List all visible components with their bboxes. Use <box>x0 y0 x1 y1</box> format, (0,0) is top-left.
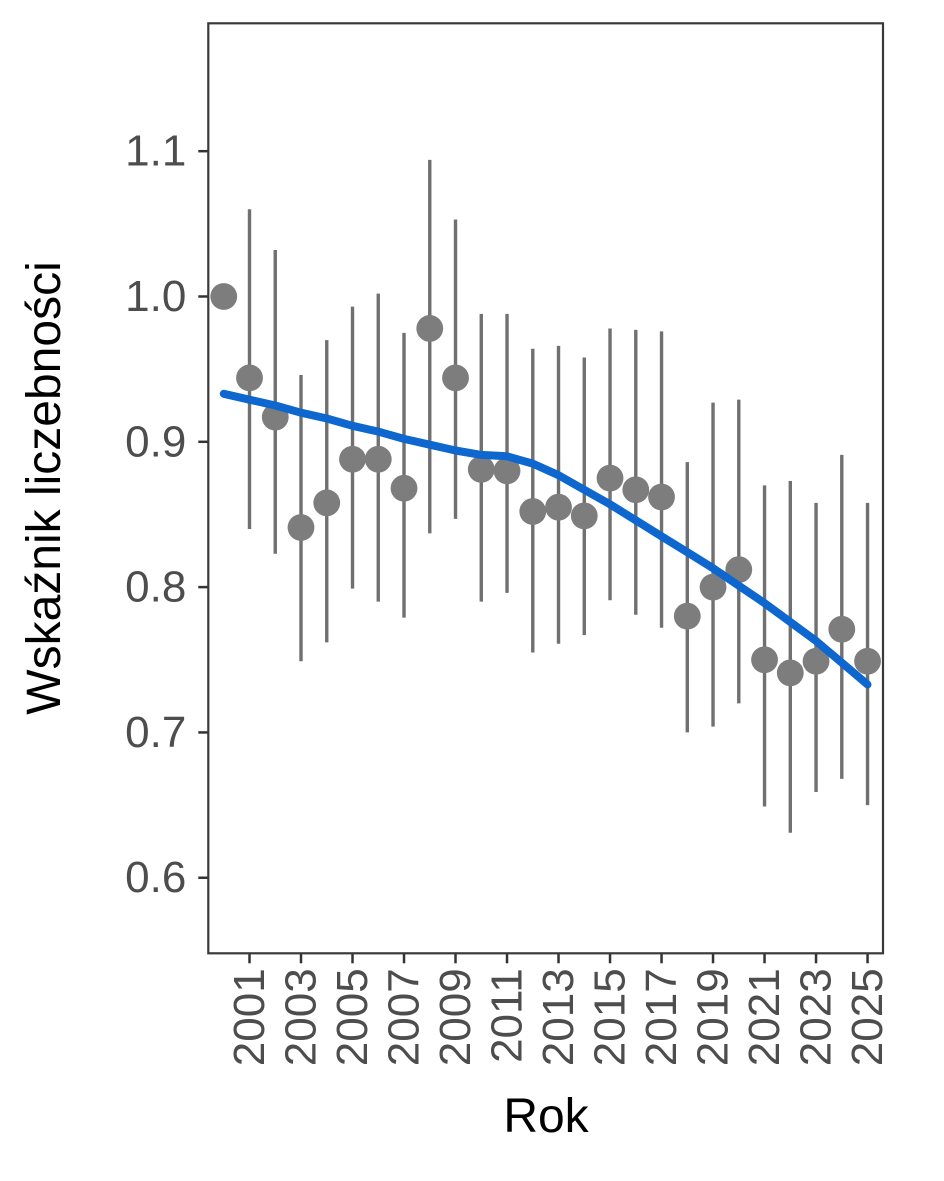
data-point-2007 <box>390 474 418 502</box>
y-tick-label-0.8: 0.8 <box>125 563 186 612</box>
trend-layer <box>219 389 872 689</box>
data-point-2001 <box>236 364 263 392</box>
data-point-2005 <box>339 445 366 473</box>
data-point-2018 <box>673 602 701 630</box>
data-point-2017 <box>648 483 675 511</box>
y-tick-label-0.9: 0.9 <box>125 417 186 466</box>
points-layer <box>210 283 881 687</box>
data-point-2021 <box>751 646 778 674</box>
y-tick-label-1.1: 1.1 <box>125 127 186 176</box>
x-tick-label-2021: 2021 <box>740 968 789 1066</box>
x-tick-label-2005: 2005 <box>328 968 377 1066</box>
x-axis-title: Rok <box>503 1090 589 1143</box>
data-point-2014 <box>570 502 598 530</box>
data-point-2025 <box>854 647 881 675</box>
x-tick-label-2009: 2009 <box>431 968 480 1066</box>
panel-border <box>207 22 885 955</box>
y-tick-label-1.0: 1.0 <box>125 272 186 321</box>
x-tick-label-2025: 2025 <box>843 968 892 1066</box>
data-point-2010 <box>467 456 495 483</box>
x-tick-label-2003: 2003 <box>277 968 326 1066</box>
data-point-2011 <box>493 457 521 485</box>
x-tick-label-2001: 2001 <box>225 968 274 1066</box>
x-tick-label-2013: 2013 <box>534 968 583 1066</box>
data-point-2015 <box>596 464 624 492</box>
data-point-2013 <box>545 493 572 521</box>
y-tick-label-0.7: 0.7 <box>125 708 186 757</box>
data-point-2003 <box>287 514 315 541</box>
x-tick-label-2011: 2011 <box>483 968 532 1063</box>
data-point-2012 <box>519 498 547 525</box>
data-point-2004 <box>313 489 341 517</box>
data-point-2024 <box>828 615 856 643</box>
x-tick-label-2007: 2007 <box>380 968 429 1066</box>
data-point-2009 <box>442 364 469 392</box>
data-point-2000 <box>210 283 238 310</box>
y-tick-label-0.6: 0.6 <box>125 853 186 902</box>
x-tick-label-2019: 2019 <box>689 968 738 1066</box>
y-axis-title: Wskaźnik liczebności <box>18 261 71 714</box>
data-point-2016 <box>622 476 650 504</box>
data-point-2008 <box>416 315 444 342</box>
trend-line <box>219 389 872 689</box>
data-point-2019 <box>699 573 727 601</box>
x-tick-label-2017: 2017 <box>637 968 686 1066</box>
data-point-2022 <box>776 659 804 687</box>
data-point-2023 <box>802 647 830 675</box>
x-tick-label-2023: 2023 <box>792 968 841 1066</box>
x-tick-label-2015: 2015 <box>586 968 635 1066</box>
data-point-2006 <box>364 445 392 473</box>
